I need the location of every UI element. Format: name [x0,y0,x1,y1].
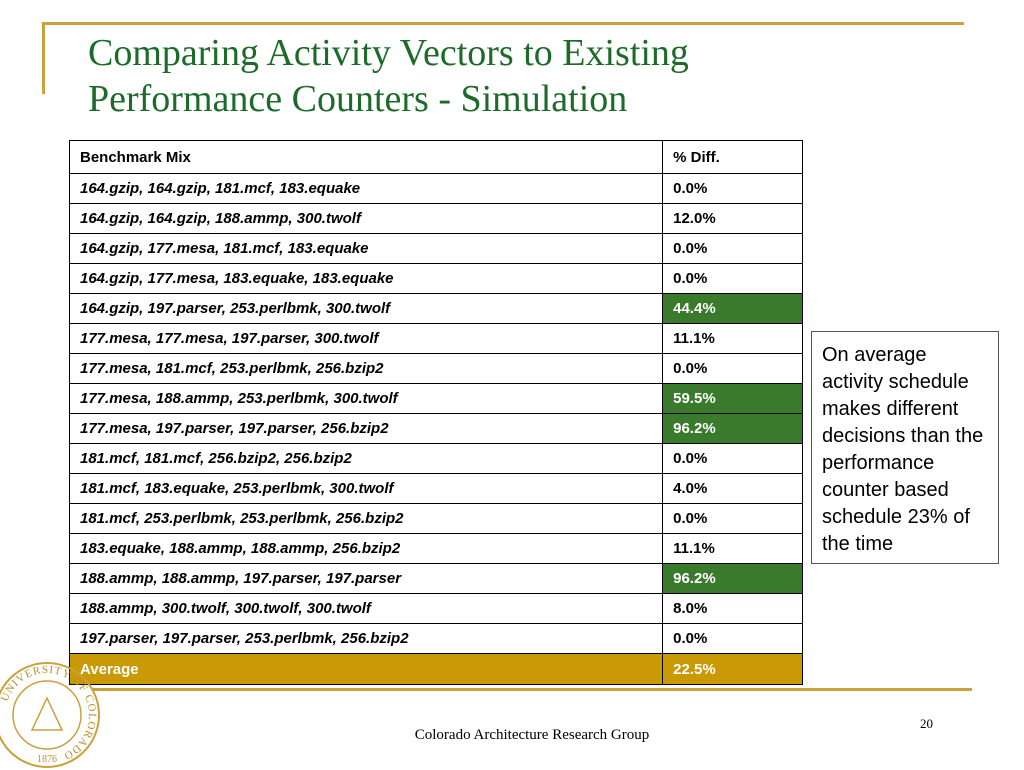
benchmark-mix-cell: 164.gzip, 177.mesa, 183.equake, 183.equa… [68,263,664,294]
table-row: 188.ammp, 188.ammp, 197.parser, 197.pars… [68,563,803,594]
benchmark-mix-cell: 177.mesa, 188.ammp, 253.perlbmk, 300.two… [68,383,664,414]
benchmark-mix-cell: 164.gzip, 164.gzip, 181.mcf, 183.equake [68,173,664,204]
average-value: 22.5% [662,653,803,685]
benchmark-mix-cell: 177.mesa, 177.mesa, 197.parser, 300.twol… [68,323,664,354]
benchmark-mix-cell: 181.mcf, 181.mcf, 256.bzip2, 256.bzip2 [68,443,664,474]
decorative-top-line [42,22,964,25]
percent-diff-cell: 44.4% [662,293,803,324]
average-label: Average [68,653,664,685]
percent-diff-cell: 4.0% [662,473,803,504]
benchmark-mix-cell: 177.mesa, 181.mcf, 253.perlbmk, 256.bzip… [68,353,664,384]
percent-diff-cell: 8.0% [662,593,803,624]
slide-title-line2: Performance Counters - Simulation [88,78,628,120]
table-row: 164.gzip, 164.gzip, 188.ammp, 300.twolf 1… [68,203,803,234]
benchmark-mix-cell: 164.gzip, 197.parser, 253.perlbmk, 300.t… [68,293,664,324]
benchmark-table: Benchmark Mix % Diff. 164.gzip, 164.gzip… [68,140,803,685]
seal-year: 1876 [37,754,57,765]
percent-diff-cell: 12.0% [662,203,803,234]
header-percent-diff: % Diff. [662,140,803,174]
table-row: 177.mesa, 177.mesa, 197.parser, 300.twol… [68,323,803,354]
benchmark-mix-cell: 188.ammp, 188.ammp, 197.parser, 197.pars… [68,563,664,594]
benchmark-mix-cell: 183.equake, 188.ammp, 188.ammp, 256.bzip… [68,533,664,564]
table-row: 181.mcf, 253.perlbmk, 253.perlbmk, 256.b… [68,503,803,534]
header-benchmark-mix: Benchmark Mix [68,140,664,174]
percent-diff-cell: 0.0% [662,623,803,654]
table-row: 177.mesa, 197.parser, 197.parser, 256.bz… [68,413,803,444]
slide-title-line1: Comparing Activity Vectors to Existing [88,32,689,74]
percent-diff-cell: 11.1% [662,323,803,354]
benchmark-mix-cell: 181.mcf, 253.perlbmk, 253.perlbmk, 256.b… [68,503,664,534]
slide-title: Comparing Activity Vectors to Existing P… [88,30,928,122]
percent-diff-cell: 0.0% [662,503,803,534]
table-row: 164.gzip, 177.mesa, 183.equake, 183.equa… [68,263,803,294]
seal-emblem-icon [30,696,64,731]
benchmark-mix-cell: 164.gzip, 177.mesa, 181.mcf, 183.equake [68,233,664,264]
table-row: 164.gzip, 164.gzip, 181.mcf, 183.equake 0… [68,173,803,204]
benchmark-mix-cell: 164.gzip, 164.gzip, 188.ammp, 300.twolf [68,203,664,234]
footer-group-name: Colorado Architecture Research Group [414,727,650,743]
table-row: 177.mesa, 188.ammp, 253.perlbmk, 300.two… [68,383,803,414]
table-row: 188.ammp, 300.twolf, 300.twolf, 300.twol… [68,593,803,624]
benchmark-mix-cell: 181.mcf, 183.equake, 253.perlbmk, 300.tw… [68,473,664,504]
table-row: 181.mcf, 183.equake, 253.perlbmk, 300.tw… [68,473,803,504]
percent-diff-cell: 0.0% [662,173,803,204]
percent-diff-cell: 0.0% [662,443,803,474]
percent-diff-cell: 0.0% [662,263,803,294]
summary-note: On average activity schedule makes diffe… [811,331,999,564]
university-seal: UNIVERSITY OF COLORADO 1876 [0,662,100,768]
table-header-row: Benchmark Mix % Diff. [68,140,803,174]
percent-diff-cell: 96.2% [662,413,803,444]
decorative-left-line [42,22,45,94]
decorative-bottom-line [92,688,972,691]
table-row: 164.gzip, 177.mesa, 181.mcf, 183.equake 0… [68,233,803,264]
benchmark-mix-cell: 188.ammp, 300.twolf, 300.twolf, 300.twol… [68,593,664,624]
percent-diff-cell: 0.0% [662,233,803,264]
page-number: 20 [920,716,933,731]
percent-diff-cell: 11.1% [662,533,803,564]
average-row: Average 22.5% [68,653,803,685]
percent-diff-cell: 0.0% [662,353,803,384]
table-row: 164.gzip, 197.parser, 253.perlbmk, 300.t… [68,293,803,324]
table-row: 197.parser, 197.parser, 253.perlbmk, 256… [68,623,803,654]
table-row: 181.mcf, 181.mcf, 256.bzip2, 256.bzip2 0.… [68,443,803,474]
table-row: 183.equake, 188.ammp, 188.ammp, 256.bzip… [68,533,803,564]
benchmark-mix-cell: 177.mesa, 197.parser, 197.parser, 256.bz… [68,413,664,444]
percent-diff-cell: 59.5% [662,383,803,414]
benchmark-mix-cell: 197.parser, 197.parser, 253.perlbmk, 256… [68,623,664,654]
table-row: 177.mesa, 181.mcf, 253.perlbmk, 256.bzip… [68,353,803,384]
percent-diff-cell: 96.2% [662,563,803,594]
